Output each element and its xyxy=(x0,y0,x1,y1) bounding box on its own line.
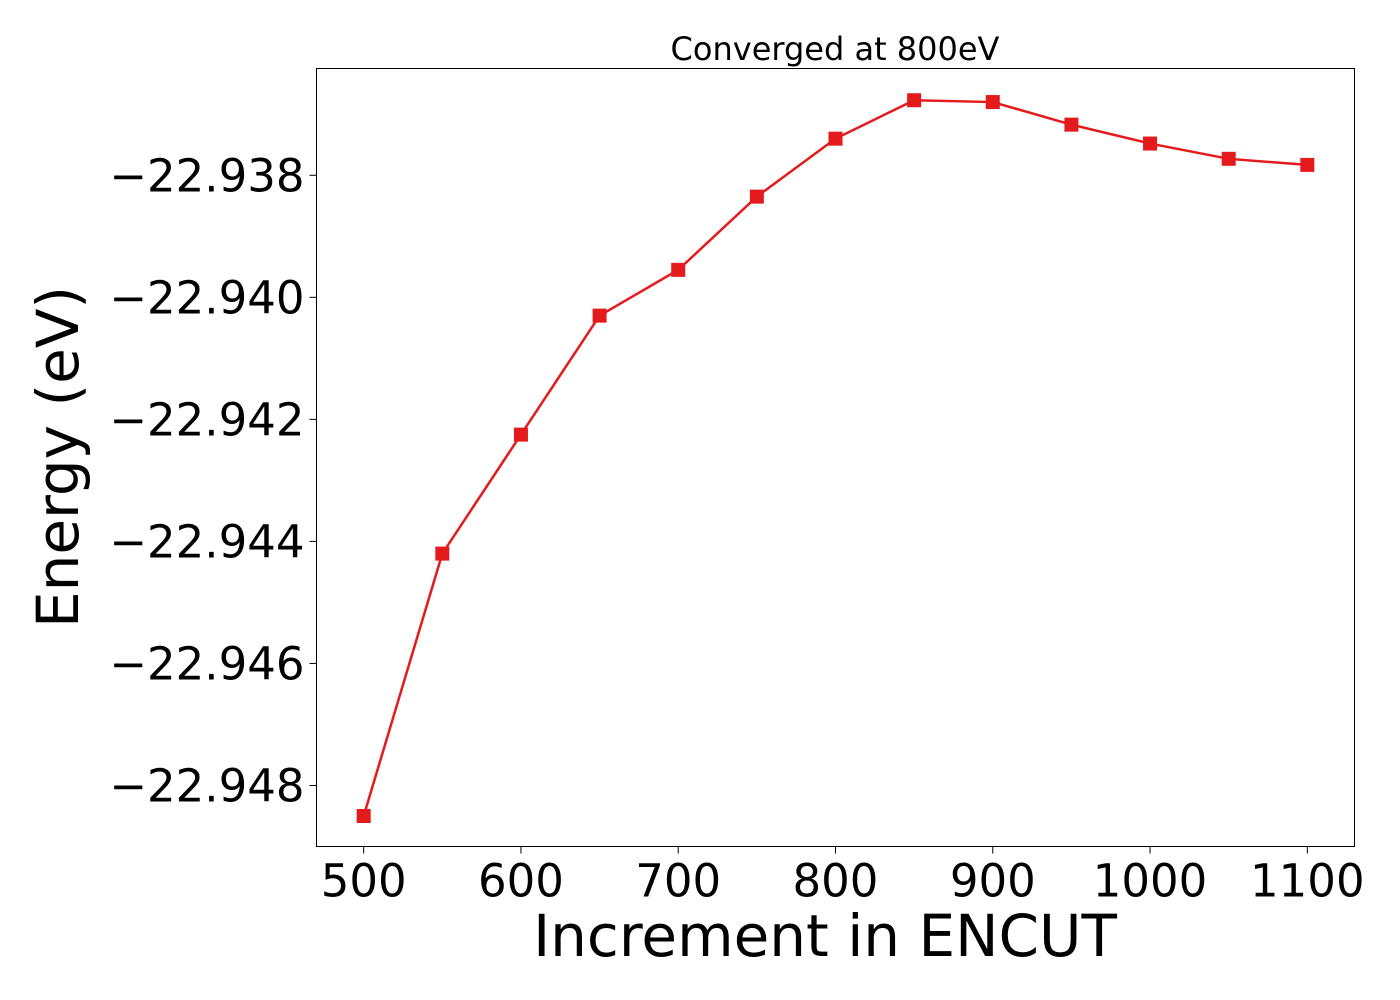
data-point-marker xyxy=(671,262,686,277)
chart-title: Converged at 800eV xyxy=(671,30,1000,68)
data-point-marker xyxy=(1221,151,1236,166)
y-tick-label: −22.946 xyxy=(109,637,304,690)
data-point-marker xyxy=(985,95,1000,110)
data-point-marker xyxy=(1300,157,1315,172)
y-tick-label: −22.942 xyxy=(109,393,304,446)
x-tick-label: 500 xyxy=(321,855,407,908)
data-point-marker xyxy=(828,131,843,146)
y-tick-label: −22.948 xyxy=(109,759,304,812)
x-tick-label: 800 xyxy=(793,855,879,908)
y-axis-label: Energy (eV) xyxy=(24,286,92,628)
y-tick-label: −22.944 xyxy=(109,515,304,568)
data-point-marker xyxy=(749,189,764,204)
x-axis: 500 600 700 800 900 1000 1100 xyxy=(321,846,1365,908)
data-point-marker xyxy=(435,546,450,561)
x-tick-label: 900 xyxy=(950,855,1036,908)
x-tick-label: 1000 xyxy=(1093,855,1208,908)
data-point-marker xyxy=(1064,117,1079,132)
data-point-marker xyxy=(592,308,607,323)
data-point-marker xyxy=(513,427,528,442)
x-tick-label: 700 xyxy=(635,855,721,908)
y-tick-label: −22.938 xyxy=(109,149,304,202)
data-point-marker xyxy=(907,93,922,108)
plot-area xyxy=(316,68,1355,847)
series-layer xyxy=(356,93,1315,823)
y-axis: −22.948 −22.946 −22.944 −22.942 −22.940 −22.9… xyxy=(109,149,317,812)
x-tick-label: 600 xyxy=(478,855,564,908)
x-tick-label: 1100 xyxy=(1250,855,1365,908)
data-point-marker xyxy=(1143,136,1158,151)
x-axis-label: Increment in ENCUT xyxy=(533,902,1117,970)
data-point-marker xyxy=(356,808,371,823)
y-tick-label: −22.940 xyxy=(109,271,304,324)
